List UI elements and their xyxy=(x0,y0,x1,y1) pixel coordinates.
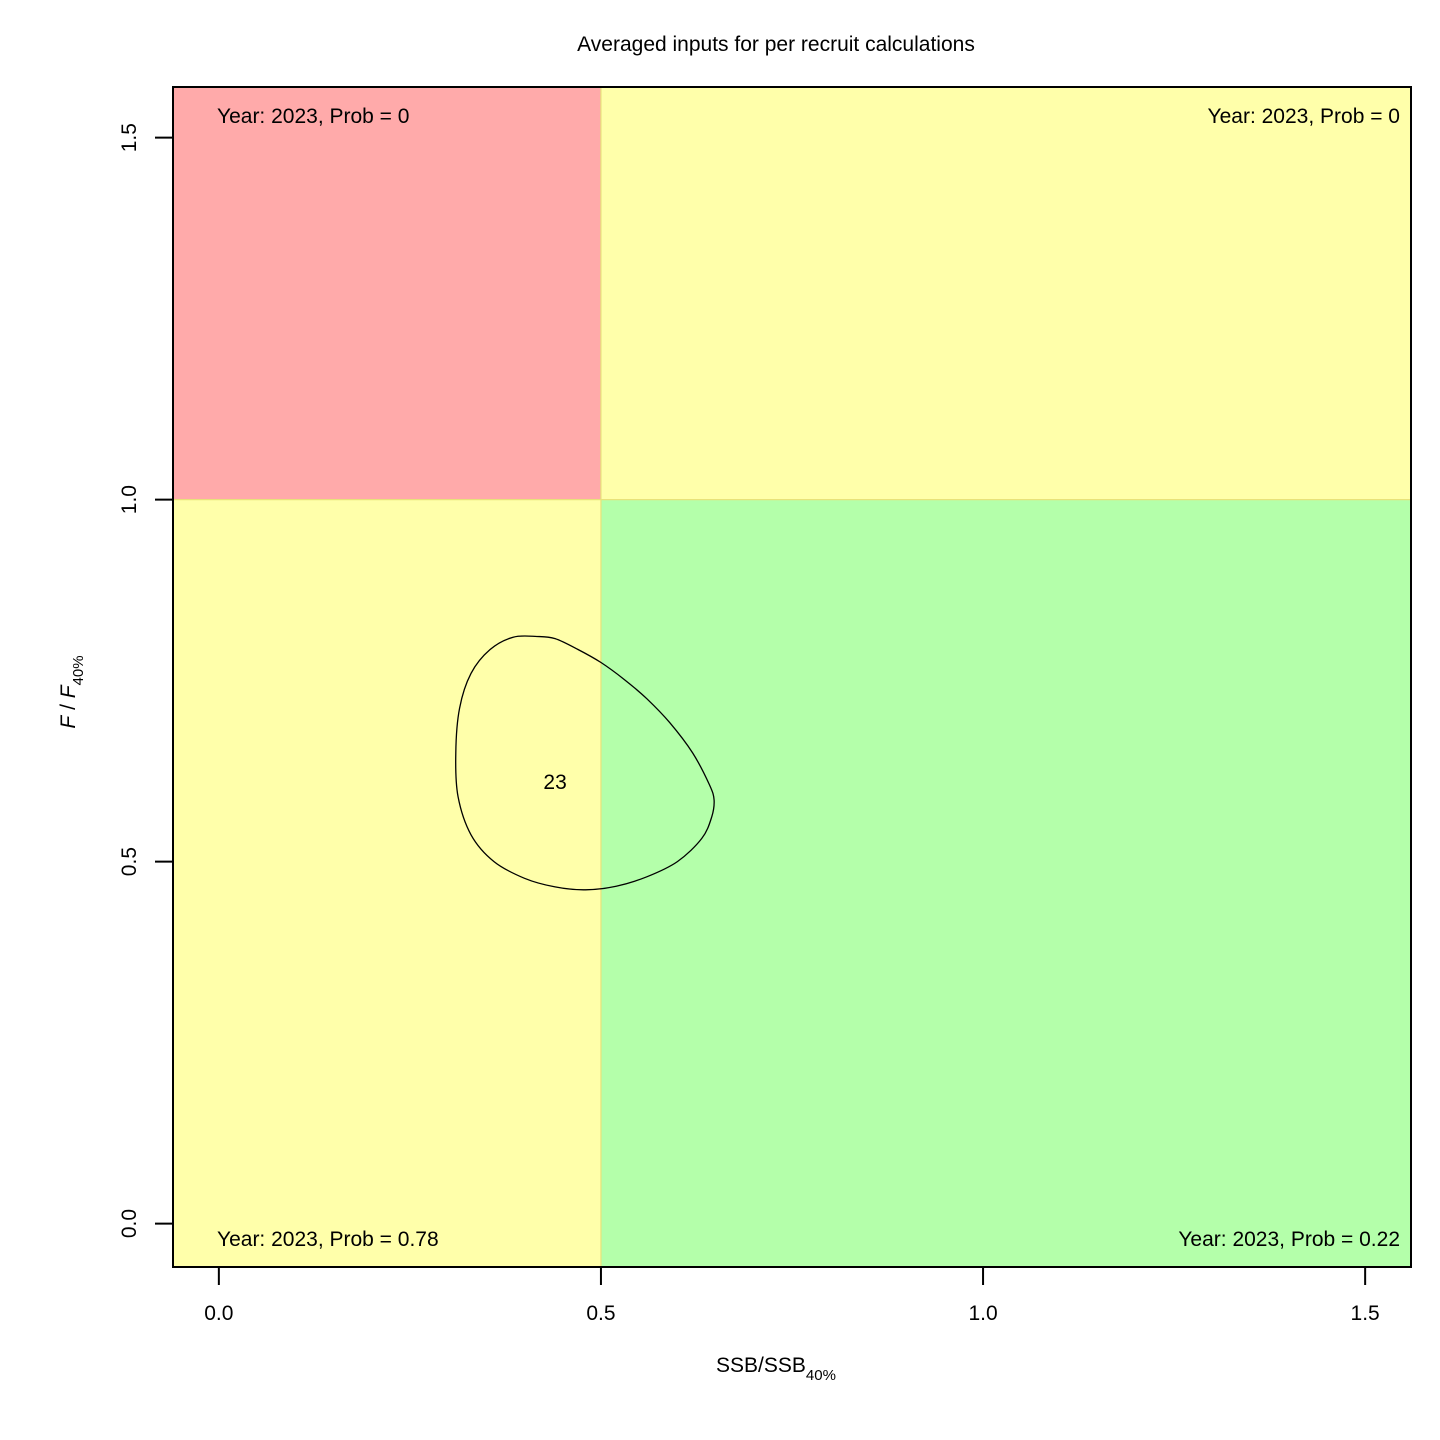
quadrant-label-top-left: Year: 2023, Prob = 0 xyxy=(217,105,409,128)
quadrant-top-left xyxy=(173,87,601,500)
x-axis-label: SSB/SSB40% xyxy=(716,1354,836,1384)
y-axis-label: F / F40% xyxy=(57,655,87,728)
point-label: 23 xyxy=(543,771,566,794)
y-tick-label: 0.5 xyxy=(118,847,141,876)
x-tick-label: 0.5 xyxy=(586,1302,615,1325)
quadrant-label-layer: Year: 2023, Prob = 0 Year: 2023, Prob = 0… xyxy=(217,105,1400,1251)
quadrant-bottom-right xyxy=(600,499,1411,1267)
confidence-contour xyxy=(455,635,715,891)
quadrant-label-bottom-right: Year: 2023, Prob = 0.22 xyxy=(1178,1228,1400,1251)
y-tick-label: 0.0 xyxy=(118,1209,141,1238)
quadrant-label-top-right: Year: 2023, Prob = 0 xyxy=(1208,105,1400,128)
quadrant-label-bottom-left: Year: 2023, Prob = 0.78 xyxy=(217,1228,439,1251)
quadrant-top-right xyxy=(600,87,1411,500)
quadrant-bottom-left xyxy=(173,499,601,1267)
contour-layer: 23 xyxy=(455,635,715,891)
y-tick-label: 1.5 xyxy=(118,123,141,152)
x-tick-label: 0.0 xyxy=(204,1302,233,1325)
x-tick-label: 1.5 xyxy=(1351,1302,1380,1325)
y-tick-label: 1.0 xyxy=(118,485,141,514)
quadrant-layer xyxy=(173,87,1411,1267)
chart-title: Averaged inputs for per recruit calculat… xyxy=(577,33,975,56)
x-tick-label: 1.0 xyxy=(968,1302,997,1325)
axis-layer: 0.0 0.5 1.0 1.5 0.0 0.5 1.0 1.5 xyxy=(118,86,1412,1325)
